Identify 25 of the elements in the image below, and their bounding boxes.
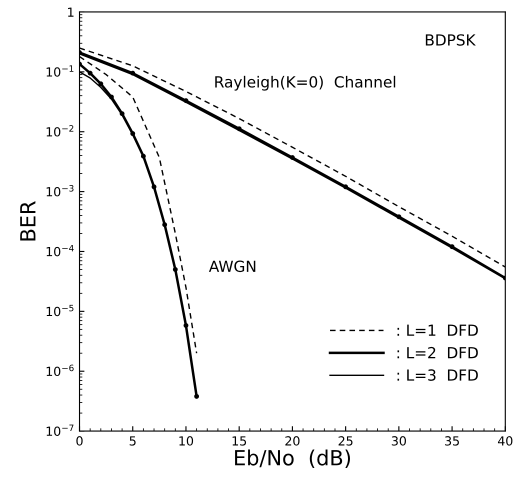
annotation: BDPSK xyxy=(426,34,476,46)
y-tick-label: 10$^{−3}$ xyxy=(46,184,74,196)
y-tick-label: 10$^{−4}$ xyxy=(46,244,74,256)
legend-label: : L=3 DFD xyxy=(398,369,478,381)
annotation: Rayleigh(K=0) Channel xyxy=(215,76,396,91)
legend-label: : L=1 DFD xyxy=(398,324,478,336)
x-axis-title: Eb/No (dB) xyxy=(235,449,350,468)
x-tick-label: 5 xyxy=(130,436,136,446)
legend-label: : L=2 DFD xyxy=(398,346,478,358)
x-tick-label: 10 xyxy=(179,436,194,446)
y-tick-label: 10$^{−7}$ xyxy=(46,424,74,436)
y-tick-label: 10$^{−6}$ xyxy=(46,364,74,376)
x-tick-label: 0 xyxy=(76,436,83,446)
x-tick-label: 25 xyxy=(338,436,352,446)
x-tick-label: 20 xyxy=(285,436,300,446)
y-tick-label: 10$^{−5}$ xyxy=(46,304,74,316)
annotation: AWGN xyxy=(208,260,256,272)
x-tick-label: 30 xyxy=(392,436,406,446)
x-tick-label: 40 xyxy=(498,436,512,446)
x-tick-label: 15 xyxy=(232,436,246,446)
y-axis-title: BER xyxy=(20,201,36,240)
x-tick-label: 35 xyxy=(445,436,459,446)
y-tick-label: 10$^{−2}$ xyxy=(46,125,74,137)
y-tick-label: 10$^{−1}$ xyxy=(46,65,74,77)
y-tick-label: 1 xyxy=(68,8,74,17)
